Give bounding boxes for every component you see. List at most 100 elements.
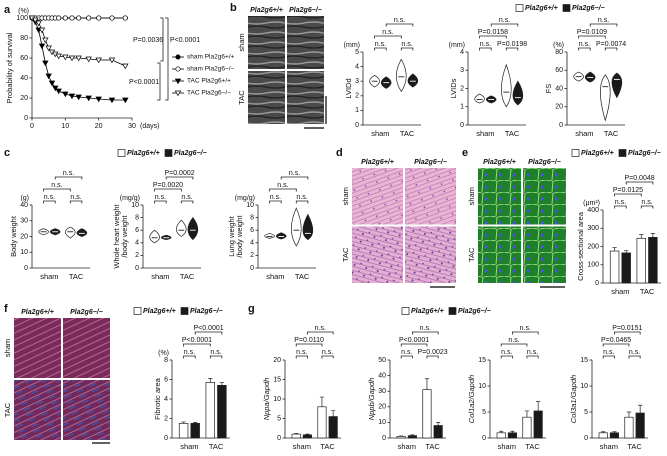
bracket: [589, 23, 618, 27]
micrograph: [287, 16, 324, 69]
y-tick-label: 10: [246, 202, 254, 209]
x-tick-label: sham: [151, 272, 169, 281]
bracket: [183, 355, 196, 359]
significance: n.s.: [289, 170, 300, 177]
y-tick-label: 4: [250, 240, 254, 247]
column-label: Pla2g6−/−: [414, 159, 447, 166]
y-tick-label: 4: [355, 63, 359, 70]
bracket: [479, 47, 492, 51]
bracket: [165, 176, 194, 180]
marker: [68, 55, 76, 62]
y-tick-label: 0: [559, 122, 563, 129]
column-label: Pla2g6+/+: [21, 309, 54, 316]
legend-label: Pla2g6−/−: [174, 150, 207, 157]
bracket: [412, 331, 439, 335]
bracket: [628, 355, 641, 359]
y-tick-label: 10: [20, 249, 28, 256]
legend-swatch: [618, 149, 627, 157]
y-unit: (mm): [449, 42, 465, 49]
y-tick-label: 6: [164, 376, 168, 383]
significance: P=0.0020: [153, 182, 183, 189]
micrograph: [352, 168, 403, 225]
legend-swatch: [571, 149, 580, 157]
bracket: [604, 47, 618, 51]
error-bar: [294, 432, 299, 435]
row-label: sham: [341, 187, 350, 205]
bracket: [578, 35, 606, 39]
y-tick-label: 0: [482, 435, 486, 442]
significance: n.s.: [382, 29, 393, 36]
error-bar: [410, 434, 415, 436]
significance: n.s.: [181, 194, 192, 201]
column-label: Pla2g6−/−: [528, 159, 561, 166]
y-tick-label: 0: [164, 435, 168, 442]
marker: [86, 15, 92, 21]
violin: [187, 217, 199, 241]
significance: n.s.: [579, 41, 590, 48]
error-bar: [601, 431, 606, 433]
significance: n.s.: [51, 182, 62, 189]
y-tick-label: 100: [587, 262, 599, 269]
y-tick-label: 10: [273, 396, 281, 403]
bar: [396, 436, 406, 439]
panel-letter: e: [462, 147, 468, 159]
violin: [501, 63, 512, 108]
y-tick-label: 20: [20, 233, 28, 240]
y-tick-label: 200: [587, 243, 599, 250]
bracket: [295, 355, 308, 359]
legend-swatch: [562, 4, 571, 12]
legend-label: Pla2g6−/−: [458, 308, 491, 315]
y-unit: (%): [158, 350, 169, 357]
violin: [149, 229, 160, 244]
y-tick-label: 8: [164, 357, 168, 364]
error-bar: [424, 378, 430, 390]
x-tick-label: TAC: [425, 442, 440, 451]
marker: [38, 43, 46, 50]
y-tick-label: 30: [20, 218, 28, 225]
error-bar: [626, 411, 632, 418]
marker: [75, 55, 82, 62]
y-axis-label: Nppa/Gapdh: [262, 378, 271, 421]
marker: [38, 27, 46, 34]
y-tick-label: 2: [164, 415, 168, 422]
annotation: P=0.0036: [133, 37, 163, 44]
marker: [175, 66, 181, 72]
significance: P<0.0001: [193, 325, 223, 332]
bracket: [500, 355, 513, 359]
x-tick-label: sham: [180, 442, 198, 451]
marker: [55, 53, 62, 60]
bracket: [280, 176, 309, 180]
marker: [122, 63, 129, 70]
bracket: [385, 23, 414, 27]
y-tick-label: 5: [277, 415, 281, 422]
bar: [648, 237, 658, 284]
y-tick-label: 15: [273, 376, 281, 383]
y-axis-label: LVIDs: [449, 78, 458, 98]
x-tick-label: TAC: [627, 442, 642, 451]
y-unit: (mg/g): [235, 195, 255, 202]
y-tick-label: 8: [135, 214, 139, 221]
y-tick-label: 10: [131, 202, 139, 209]
y-axis-label: Lung weight: [227, 215, 236, 256]
significance: n.s.: [70, 194, 81, 201]
y-tick-label: 0: [382, 435, 386, 442]
row-label: TAC: [237, 90, 246, 105]
significance: n.s.: [375, 41, 386, 48]
bracket: [165, 17, 169, 101]
micrograph: [14, 380, 61, 440]
legend-swatch: [180, 307, 189, 315]
bar: [328, 416, 338, 439]
bracket: [209, 355, 223, 359]
panel-letter: g: [248, 303, 255, 315]
bar: [507, 432, 517, 439]
x-tick-label: sham: [293, 442, 311, 451]
micrograph: [14, 318, 61, 378]
y-tick-label: 80: [555, 49, 563, 56]
bar: [422, 389, 432, 439]
micrograph: [63, 318, 110, 378]
micrograph: [63, 380, 110, 440]
marker: [174, 90, 182, 97]
bracket: [400, 355, 413, 359]
bar: [317, 406, 327, 439]
y-unit: (g): [20, 195, 29, 202]
